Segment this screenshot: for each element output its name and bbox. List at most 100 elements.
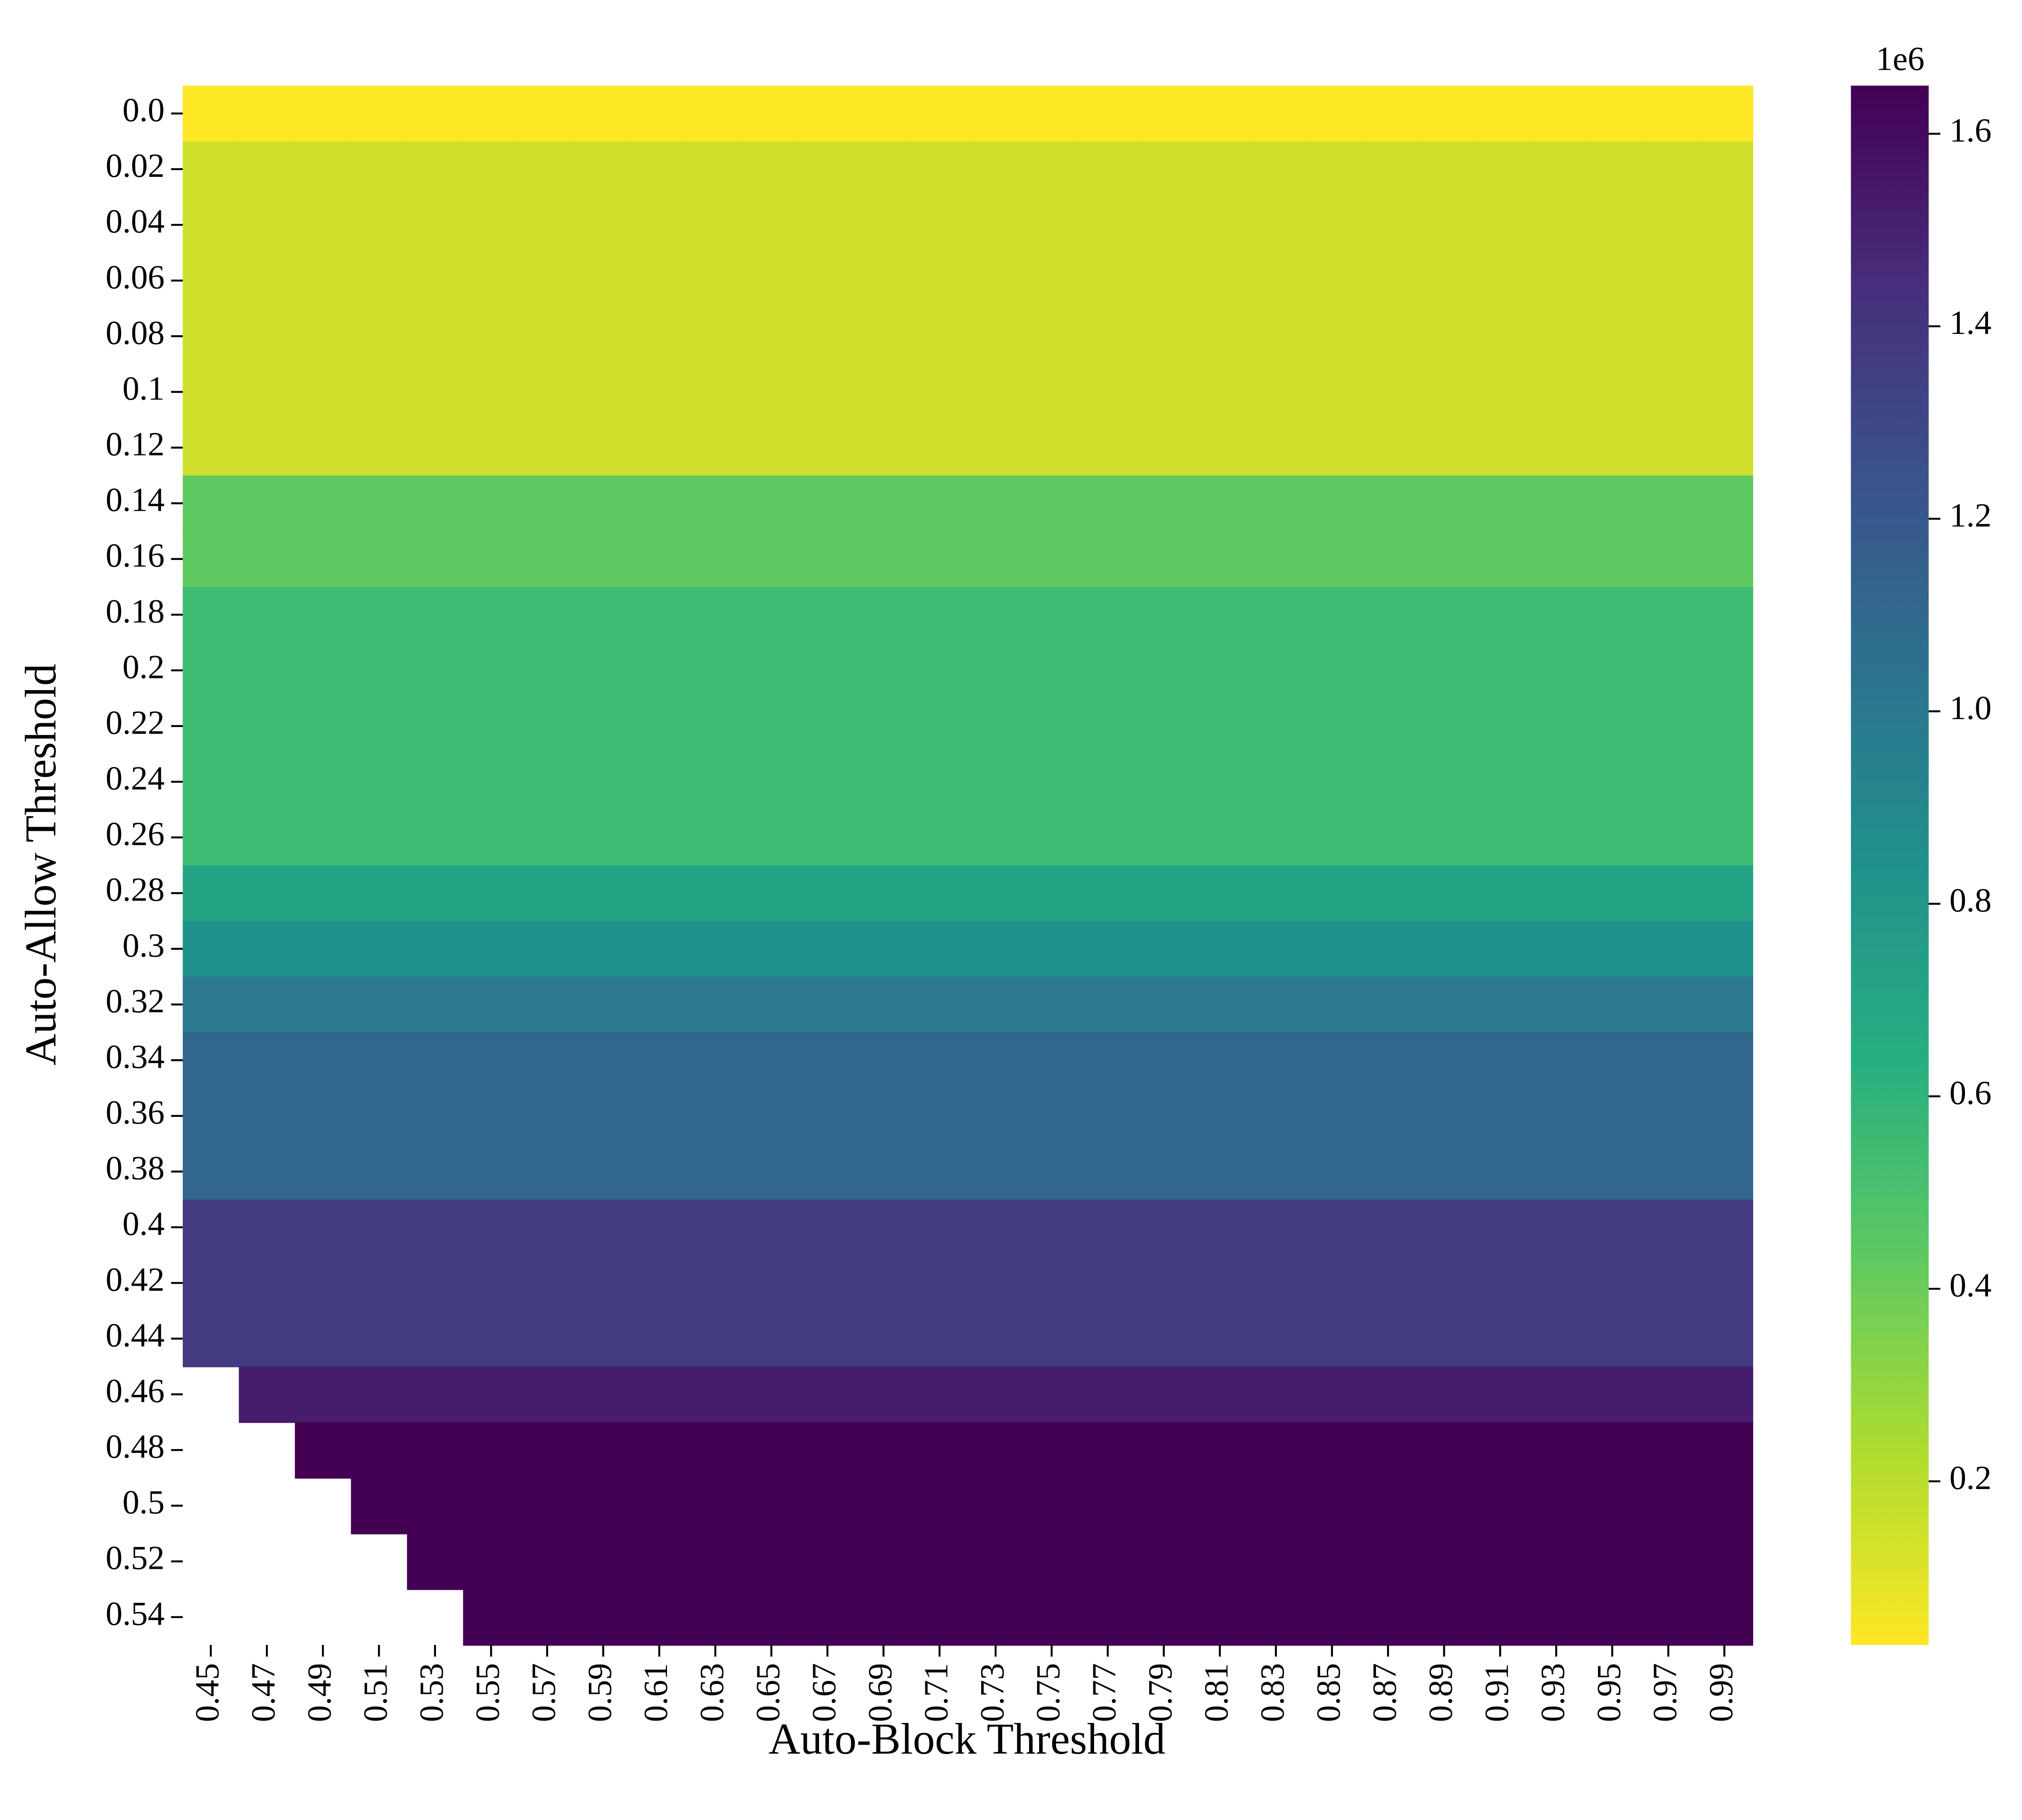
heatmap-cell (1304, 1088, 1361, 1145)
x-tick-label: 0.81 (1198, 1663, 1235, 1722)
heatmap-cell (183, 197, 240, 254)
heatmap-cell (407, 1478, 464, 1534)
heatmap-cell (855, 1143, 913, 1200)
heatmap-cell (295, 1143, 352, 1200)
heatmap-cell (1640, 1478, 1697, 1534)
heatmap-cell (1192, 531, 1249, 588)
heatmap-cell (295, 141, 352, 198)
heatmap-cell (743, 865, 801, 922)
heatmap-cell (575, 698, 632, 755)
heatmap-cell (967, 1311, 1024, 1368)
heatmap-cell (407, 642, 464, 699)
heatmap-cell (911, 754, 969, 811)
heatmap-cell (1192, 698, 1249, 755)
heatmap-cell (1640, 921, 1697, 978)
heatmap-cell (799, 1199, 856, 1256)
heatmap-cell (1528, 1143, 1585, 1200)
heatmap-cell (1472, 252, 1529, 310)
heatmap-cell (631, 364, 688, 421)
x-axis-label: Auto-Block Threshold (769, 1715, 1166, 1763)
heatmap-cell (463, 865, 520, 922)
heatmap-cell (183, 1032, 240, 1089)
heatmap-cell (295, 642, 352, 699)
heatmap-cell (1360, 1143, 1417, 1200)
x-tick-label: 0.87 (1366, 1663, 1403, 1722)
heatmap-cell (1472, 587, 1529, 643)
heatmap-cell (463, 475, 520, 532)
heatmap-cell (1528, 475, 1585, 532)
x-tick-label: 0.65 (750, 1663, 787, 1722)
y-tick-label: 0.48 (106, 1429, 165, 1465)
heatmap-cell (1528, 1088, 1585, 1145)
heatmap-cell (295, 809, 352, 866)
heatmap-cell (1584, 1143, 1641, 1200)
heatmap-cell (855, 531, 913, 588)
heatmap-cell (1696, 921, 1753, 978)
heatmap-cell (1584, 85, 1641, 142)
heatmap-cell (183, 364, 240, 421)
heatmap-cell (855, 865, 913, 922)
heatmap-cell (351, 85, 408, 142)
heatmap-cell (1079, 1422, 1137, 1479)
heatmap-cell (351, 364, 408, 421)
heatmap-cell (575, 1199, 632, 1256)
heatmap-cell (1192, 85, 1249, 142)
heatmap-cell (575, 85, 632, 142)
y-tick-label: 0.08 (106, 315, 165, 352)
heatmap-cell (1079, 85, 1137, 142)
heatmap-cell (799, 364, 856, 421)
heatmap-cell (1192, 308, 1249, 365)
heatmap-cell (1079, 1088, 1137, 1145)
heatmap-cell (1024, 420, 1081, 476)
heatmap-cell (1584, 809, 1641, 866)
heatmap-cell (1416, 809, 1473, 866)
heatmap-cell (1584, 252, 1641, 310)
heatmap-cell (1640, 1255, 1697, 1312)
heatmap-cell (1136, 364, 1193, 421)
heatmap-cell (1640, 420, 1697, 476)
heatmap-cell (575, 420, 632, 476)
heatmap-cell (351, 420, 408, 476)
y-tick-label: 0.02 (106, 147, 165, 184)
heatmap-cell (1416, 141, 1473, 198)
heatmap-cell (1192, 1366, 1249, 1423)
heatmap-cell (463, 1255, 520, 1312)
heatmap-cell (687, 531, 744, 588)
heatmap-cell (1528, 252, 1585, 310)
heatmap-cell (687, 1422, 744, 1479)
heatmap-cell (1079, 642, 1137, 699)
heatmap-cell (575, 1032, 632, 1089)
heatmap-cell (1528, 1199, 1585, 1256)
heatmap-cell (463, 1534, 520, 1590)
heatmap-cell (1640, 197, 1697, 254)
colorbar-tick-label: 0.4 (1949, 1267, 1991, 1304)
heatmap-cell (967, 308, 1024, 365)
heatmap-cell (183, 475, 240, 532)
y-tick-label: 0.06 (106, 259, 165, 296)
x-tick-label: 0.97 (1646, 1663, 1683, 1722)
heatmap-cell (1304, 1311, 1361, 1368)
heatmap-cell (295, 1032, 352, 1089)
heatmap-cell (1416, 1589, 1473, 1646)
heatmap-cell (1024, 1478, 1081, 1534)
y-tick-label: 0.14 (106, 482, 165, 519)
x-tick-label: 0.53 (413, 1663, 450, 1722)
heatmap-cell (1079, 977, 1137, 1033)
heatmap-cell (183, 642, 240, 699)
heatmap-cell (1247, 1478, 1305, 1534)
heatmap-cell (1024, 141, 1081, 198)
heatmap-cell (1416, 921, 1473, 978)
heatmap-cell (1472, 698, 1529, 755)
heatmap-cell (1472, 1366, 1529, 1423)
heatmap-cell (1416, 1366, 1473, 1423)
heatmap-cell (1079, 364, 1137, 421)
heatmap-cell (1584, 420, 1641, 476)
heatmap-cell (407, 977, 464, 1033)
heatmap-cell (1528, 364, 1585, 421)
heatmap-cell (799, 420, 856, 476)
heatmap-cell (743, 809, 801, 866)
heatmap-cell (1584, 754, 1641, 811)
heatmap-cell (1416, 977, 1473, 1033)
heatmap-cell (1696, 977, 1753, 1033)
heatmap-cell (295, 1366, 352, 1423)
